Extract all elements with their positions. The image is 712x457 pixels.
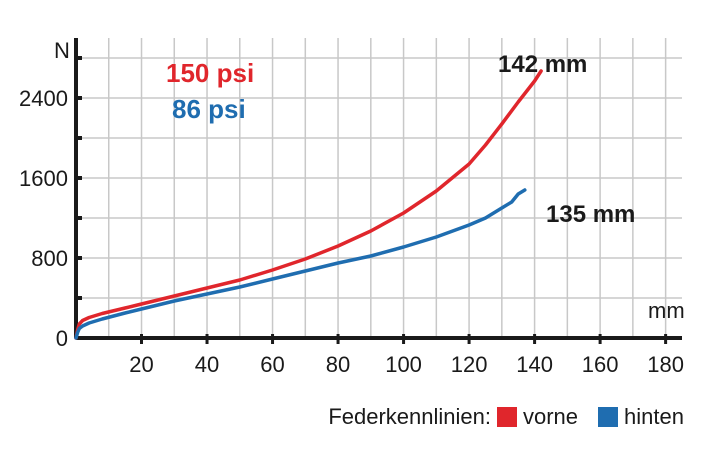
axes	[74, 38, 682, 340]
y-tick-label: 800	[31, 246, 68, 271]
x-tick-label: 80	[326, 352, 350, 377]
series-line-vorne	[74, 69, 543, 340]
end-label-vorne: 142 mm	[498, 51, 587, 78]
series-lines	[74, 69, 543, 340]
x-tick-label: 40	[195, 352, 219, 377]
legend-label-hinten: hinten	[624, 404, 684, 429]
x-axis-unit: mm	[648, 298, 685, 323]
x-tick-label: 180	[647, 352, 684, 377]
x-tick-label: 20	[129, 352, 153, 377]
legend: Federkennlinien: vorne hinten	[328, 404, 684, 430]
pressure-label-vorne: 150 psi	[166, 58, 254, 88]
legend-title: Federkennlinien:	[328, 404, 491, 429]
y-tick-label: 1600	[19, 166, 68, 191]
y-tick-label: 2400	[19, 86, 68, 111]
legend-swatch-vorne	[497, 407, 517, 427]
legend-swatch-hinten	[598, 407, 619, 427]
tick-labels: 20 40 60 80 100 120 140 160 180 0 800 1600 2400	[19, 86, 684, 377]
x-tick-label: 60	[260, 352, 284, 377]
spring-curve-chart: 20 40 60 80 100 120 140 160 180 0 800 1600 2400 N mm…	[19, 38, 685, 377]
y-axis-unit: N	[54, 38, 70, 63]
series-line-hinten	[74, 188, 527, 340]
x-tick-label: 120	[451, 352, 488, 377]
pressure-label-hinten: 86 psi	[172, 94, 246, 124]
x-tick-label: 160	[582, 352, 619, 377]
legend-label-vorne: vorne	[523, 404, 579, 429]
x-tick-label: 140	[516, 352, 553, 377]
x-tick-label: 100	[385, 352, 422, 377]
grid	[76, 38, 682, 338]
y-tick-label: 0	[56, 326, 68, 351]
end-label-hinten: 135 mm	[546, 201, 635, 228]
